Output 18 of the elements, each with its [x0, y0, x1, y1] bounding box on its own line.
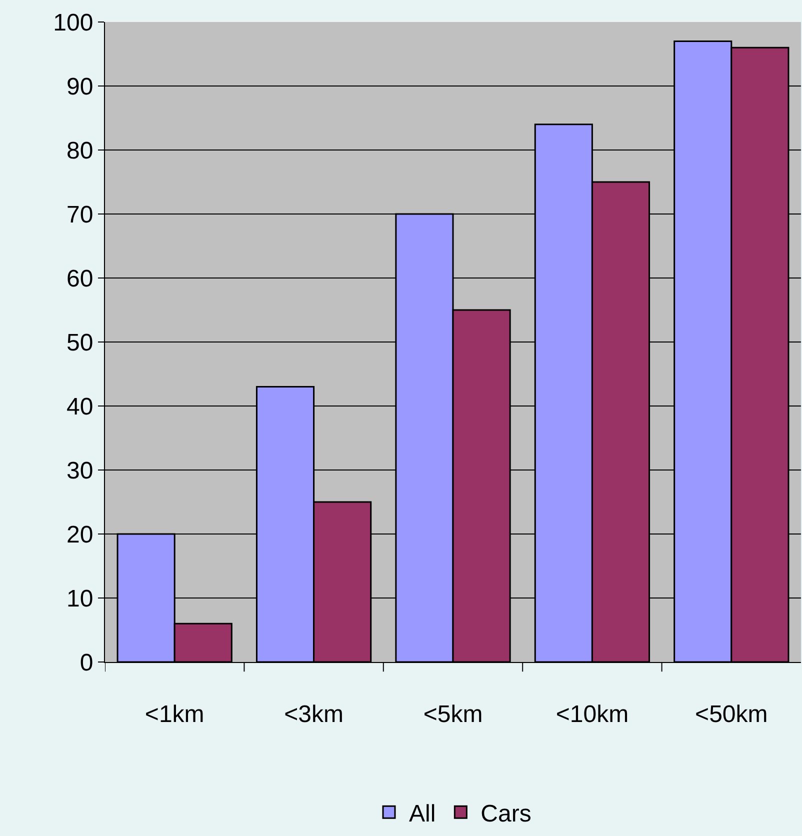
y-tick-label: 100 — [53, 9, 94, 36]
y-tick-label: 30 — [66, 457, 94, 484]
y-tick-label: 70 — [66, 201, 94, 228]
y-tick-label: 10 — [66, 585, 94, 612]
x-tick-label: <3km — [284, 700, 344, 728]
y-tick-label: 20 — [66, 521, 94, 548]
y-tick-label: 0 — [80, 649, 94, 676]
y-tick-label: 40 — [66, 393, 94, 420]
legend-label: All — [409, 800, 436, 828]
y-tick-label: 90 — [66, 73, 94, 100]
x-tick-label: <10km — [556, 700, 629, 728]
x-tick-label: <5km — [423, 700, 483, 728]
y-tick-label: 60 — [66, 265, 94, 292]
x-tick-label: <1km — [144, 700, 204, 728]
x-tick-label: <50km — [695, 700, 768, 728]
y-tick-label: 50 — [66, 329, 94, 356]
y-tick-label: 80 — [66, 137, 94, 164]
legend-label: Cars — [480, 800, 532, 828]
